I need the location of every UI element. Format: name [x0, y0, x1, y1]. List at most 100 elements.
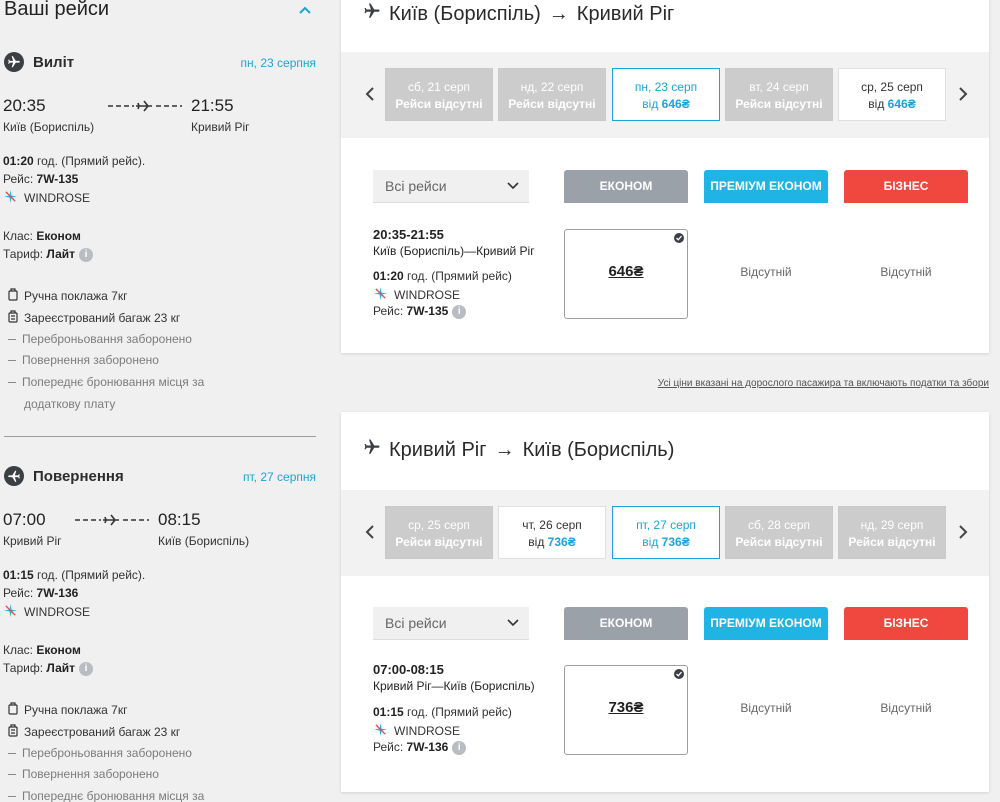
- bag-icon: [8, 702, 18, 718]
- date-option-unavailable[interactable]: нд, 29 серп Рейси відсутні: [838, 506, 946, 559]
- route-title: Київ (Бориспіль) → Кривий Ріг: [363, 2, 674, 26]
- economy-fare-option[interactable]: 736₴: [564, 665, 688, 755]
- flight-route: Київ (Бориспіль)—Кривий Ріг: [373, 244, 535, 258]
- info-icon[interactable]: i: [79, 661, 94, 676]
- airline: WINDROSE: [3, 603, 90, 621]
- luggage-icon: [8, 310, 18, 326]
- windrose-logo-icon: [3, 603, 18, 621]
- airline: WINDROSE: [373, 722, 460, 740]
- luggage-item: Ручна поклажа 7кг: [8, 288, 127, 304]
- flight-list: Всі рейси ЕКОНОМ ПРЕМІУМ ЕКОНОМ БІЗНЕС 0…: [341, 576, 989, 792]
- date-option-available[interactable]: ср, 25 серп від 646₴: [838, 68, 946, 121]
- restriction-item-continued: додаткову плату: [24, 397, 116, 411]
- plane-icon: [363, 438, 381, 462]
- economy-fare-option[interactable]: 646₴: [564, 229, 688, 319]
- chevron-left-icon[interactable]: [365, 524, 375, 545]
- class-premium-economy-tab[interactable]: ПРЕМІУМ ЕКОНОМ: [704, 170, 828, 203]
- segment-divider: [4, 436, 316, 437]
- restriction-item: Повернення заборонено: [8, 353, 159, 367]
- flight-time: 20:35-21:55: [373, 227, 444, 242]
- flight-duration: 01:15 год. (Прямий рейс).: [3, 568, 146, 582]
- restriction-item: Повернення заборонено: [8, 767, 159, 781]
- plane-icon: [4, 52, 24, 72]
- flight-route: Кривий Ріг—Київ (Бориспіль): [373, 679, 535, 693]
- arrival-city: Київ (Бориспіль): [158, 534, 250, 548]
- chevron-right-icon[interactable]: [958, 86, 968, 107]
- date-option-available[interactable]: чт, 26 серп від 736₴: [498, 506, 606, 559]
- return-header: Повернення пт, 27 серпня: [4, 466, 316, 490]
- class-economy-tab[interactable]: ЕКОНОМ: [564, 607, 688, 640]
- departure-city: Київ (Бориспіль): [3, 120, 95, 134]
- arrival-time: 21:55: [191, 96, 234, 115]
- check-icon: [674, 233, 684, 243]
- restriction-item: Переброньовання заборонено: [8, 332, 192, 346]
- price-disclaimer-link[interactable]: Усі ціни вказані на дорослого пасажира т…: [657, 378, 989, 389]
- fare-price: 736₴: [608, 699, 644, 716]
- flight-number: Рейс: 7W-135: [3, 172, 79, 186]
- chevron-up-icon[interactable]: [298, 2, 312, 20]
- windrose-logo-icon: [373, 286, 388, 304]
- outbound-header: Виліт пн, 23 серпня: [4, 52, 316, 76]
- date-option-selected[interactable]: пн, 23 серп від 646₴: [612, 68, 720, 121]
- chevron-right-icon[interactable]: [958, 524, 968, 545]
- flight-list: Всі рейси ЕКОНОМ ПРЕМІУМ ЕКОНОМ БІЗНЕС 2…: [341, 138, 989, 353]
- chevron-left-icon[interactable]: [365, 86, 375, 107]
- departure-time: 07:00: [3, 510, 46, 529]
- airline: WINDROSE: [3, 189, 90, 207]
- route-line-icon: [75, 514, 149, 526]
- travel-class: Клас: Економ: [3, 229, 81, 243]
- arrival-time: 08:15: [158, 510, 201, 529]
- luggage-item: Ручна поклажа 7кг: [8, 702, 127, 718]
- restriction-item: Переброньовання заборонено: [8, 746, 192, 760]
- class-economy-tab[interactable]: ЕКОНОМ: [564, 170, 688, 203]
- date-selector: сб, 21 серп Рейси відсутні нд, 22 серп Рей…: [341, 52, 989, 138]
- flight-number: Рейс: 7W-135 i: [373, 304, 467, 319]
- windrose-logo-icon: [3, 189, 18, 207]
- return-date: пт, 27 серпня: [243, 470, 316, 484]
- chevron-down-icon: [507, 179, 519, 194]
- fare-price: 646₴: [608, 263, 644, 280]
- windrose-logo-icon: [373, 722, 388, 740]
- info-icon[interactable]: i: [79, 247, 94, 262]
- plane-icon: [363, 2, 381, 26]
- date-option-selected[interactable]: пт, 27 серп від 736₴: [612, 506, 720, 559]
- date-option-unavailable[interactable]: сб, 21 серп Рейси відсутні: [385, 68, 493, 121]
- restriction-item: Попереднє бронювання місця за: [8, 375, 204, 389]
- bag-icon: [8, 288, 18, 304]
- chevron-down-icon: [507, 616, 519, 631]
- flight-number: Рейс: 7W-136 i: [373, 740, 467, 755]
- route-line-icon: [108, 100, 182, 112]
- airline: WINDROSE: [373, 286, 460, 304]
- date-option-unavailable[interactable]: сб, 28 серп Рейси відсутні: [725, 506, 833, 559]
- info-icon[interactable]: i: [452, 740, 467, 755]
- flights-summary-sidebar: Ваші рейси Виліт пн, 23 серпня 20:35 21:…: [0, 0, 328, 802]
- arrival-city: Кривий Ріг: [191, 120, 250, 134]
- outbound-date: пн, 23 серпня: [240, 56, 316, 70]
- class-business-tab[interactable]: БІЗНЕС: [844, 607, 968, 640]
- date-option-unavailable[interactable]: вт, 24 серп Рейси відсутні: [725, 68, 833, 121]
- date-option-unavailable[interactable]: ср, 25 серп Рейси відсутні: [385, 506, 493, 559]
- sidebar-title: Ваші рейси: [4, 0, 110, 20]
- luggage-item: Зареєстрований багаж 23 кг: [8, 724, 180, 740]
- plane-icon: [4, 466, 24, 486]
- outbound-route-header: Київ (Бориспіль) → Кривий Ріг: [341, 0, 989, 40]
- flight-number: Рейс: 7W-136: [3, 586, 79, 600]
- outbound-label: Виліт: [33, 54, 75, 71]
- business-fare-unavailable: Відсутній: [880, 265, 932, 279]
- luggage-item: Зареєстрований багаж 23 кг: [8, 310, 180, 326]
- return-flight-panel: Кривий Ріг → Київ (Бориспіль) ср, 25 сер…: [341, 412, 989, 792]
- check-icon: [674, 669, 684, 679]
- luggage-icon: [8, 724, 18, 740]
- return-label: Повернення: [33, 468, 124, 485]
- premium-fare-unavailable: Відсутній: [740, 701, 792, 715]
- class-premium-economy-tab[interactable]: ПРЕМІУМ ЕКОНОМ: [704, 607, 828, 640]
- info-icon[interactable]: i: [452, 304, 467, 319]
- outbound-flight-panel: Київ (Бориспіль) → Кривий Ріг сб, 21 сер…: [341, 0, 989, 353]
- flight-duration: 01:15 год. (Прямий рейс): [373, 705, 512, 719]
- flight-filter-select[interactable]: Всі рейси: [373, 607, 529, 640]
- tariff: Тариф: Лайт i: [3, 247, 94, 262]
- date-option-unavailable[interactable]: нд, 22 серп Рейси відсутні: [498, 68, 606, 121]
- flight-filter-select[interactable]: Всі рейси: [373, 170, 529, 203]
- class-business-tab[interactable]: БІЗНЕС: [844, 170, 968, 203]
- departure-city: Кривий Ріг: [3, 534, 62, 548]
